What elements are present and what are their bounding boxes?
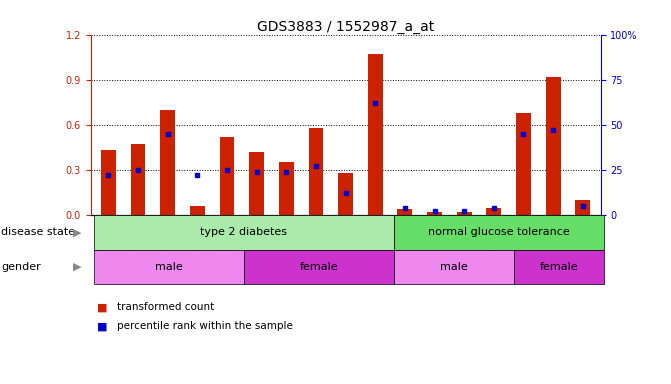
Bar bbox=[279, 162, 294, 215]
Bar bbox=[190, 206, 205, 215]
Text: transformed count: transformed count bbox=[117, 302, 215, 312]
Bar bbox=[160, 110, 175, 215]
Bar bbox=[486, 207, 501, 215]
Bar bbox=[101, 151, 116, 215]
Bar bbox=[457, 212, 472, 215]
Bar bbox=[427, 212, 442, 215]
Bar bbox=[546, 77, 560, 215]
Text: male: male bbox=[440, 262, 468, 272]
Bar bbox=[131, 144, 146, 215]
Title: GDS3883 / 1552987_a_at: GDS3883 / 1552987_a_at bbox=[257, 20, 434, 33]
Bar bbox=[249, 152, 264, 215]
Text: female: female bbox=[299, 262, 338, 272]
Bar bbox=[397, 209, 412, 215]
Text: female: female bbox=[539, 262, 578, 272]
Bar bbox=[219, 137, 234, 215]
Text: type 2 diabetes: type 2 diabetes bbox=[200, 227, 287, 237]
Text: ■: ■ bbox=[97, 302, 108, 312]
Text: ▶: ▶ bbox=[73, 262, 81, 272]
Text: ■: ■ bbox=[97, 321, 108, 331]
Bar bbox=[309, 128, 323, 215]
Bar bbox=[338, 173, 353, 215]
Text: normal glucose tolerance: normal glucose tolerance bbox=[427, 227, 570, 237]
Text: percentile rank within the sample: percentile rank within the sample bbox=[117, 321, 293, 331]
Text: ▶: ▶ bbox=[73, 227, 81, 237]
Bar bbox=[575, 200, 590, 215]
Bar bbox=[516, 113, 531, 215]
Text: male: male bbox=[155, 262, 183, 272]
Text: disease state: disease state bbox=[1, 227, 75, 237]
Bar bbox=[368, 54, 382, 215]
Text: gender: gender bbox=[1, 262, 41, 272]
